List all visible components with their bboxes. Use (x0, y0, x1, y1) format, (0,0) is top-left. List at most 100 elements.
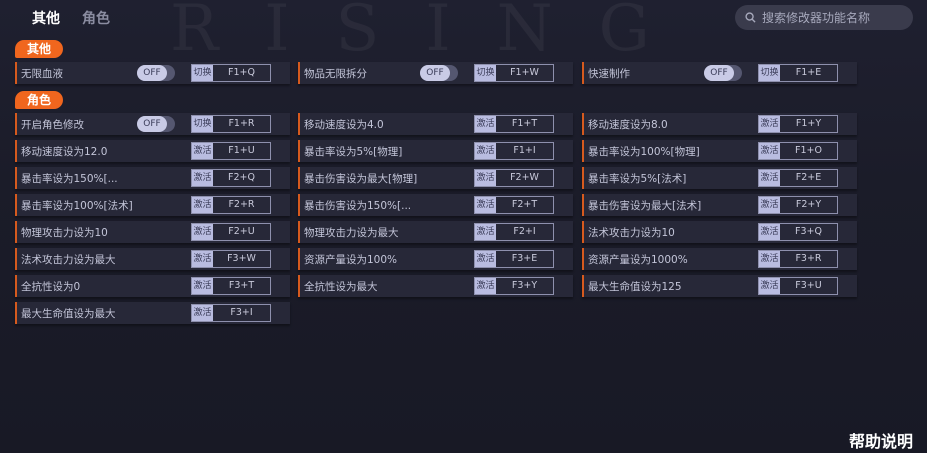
cheat-row: 暴击率设为100%[法术] 激活 F2+R (15, 194, 290, 216)
hotkey-box[interactable]: 激活 F3+W (191, 250, 271, 268)
hotkey-box[interactable]: 激活 F2+I (474, 223, 554, 241)
hotkey-box[interactable]: 激活 F3+T (191, 277, 271, 295)
cheat-row: 移动速度设为8.0 激活 F1+Y (582, 113, 857, 135)
cheat-name: 暴击率设为5%[物理] (304, 146, 403, 158)
hotkey-action-label: 激活 (759, 278, 780, 294)
cheat-row: 资源产量设为100% 激活 F3+E (298, 248, 573, 270)
hotkey-box[interactable]: 激活 F2+W (474, 169, 554, 187)
hotkey-box[interactable]: 激活 F2+T (474, 196, 554, 214)
cheat-row: 物理攻击力设为最大 激活 F2+I (298, 221, 573, 243)
search-input[interactable] (762, 10, 902, 25)
toggle-state: OFF (704, 65, 734, 81)
hotkey-box[interactable]: 激活 F2+E (758, 169, 838, 187)
hotkey-value: F2+W (510, 172, 539, 183)
tab-other[interactable]: 其他 (32, 11, 60, 27)
hotkey-box[interactable]: 激活 F1+U (191, 142, 271, 160)
cheat-row: 法术攻击力设为最大 激活 F3+W (15, 248, 290, 270)
hotkey-value: F1+Y (795, 118, 822, 129)
cheat-row: 快速制作 OFF 切换 F1+E (582, 62, 857, 84)
hotkey-value: F1+Q (228, 67, 255, 78)
hotkey-action-label: 激活 (192, 224, 213, 240)
cheat-name: 暴击伤害设为150%[... (304, 200, 412, 212)
cheat-name: 全抗性设为最大 (304, 281, 378, 293)
hotkey-box[interactable]: 激活 F1+T (474, 115, 554, 133)
hotkey-value: F3+Y (511, 280, 538, 291)
hotkey-action-label: 激活 (759, 170, 780, 186)
hotkey-box[interactable]: 激活 F3+R (758, 250, 838, 268)
hotkey-box[interactable]: 切换 F1+R (191, 115, 271, 133)
game-logo-watermark: RISING (170, 0, 696, 66)
help-button[interactable]: 帮助说明 (848, 432, 913, 451)
hotkey-box[interactable]: 切换 F1+E (758, 64, 838, 82)
cheat-name: 物理攻击力设为10 (21, 227, 108, 239)
hotkey-action-label: 激活 (759, 143, 780, 159)
cheat-row: 移动速度设为12.0 激活 F1+U (15, 140, 290, 162)
hotkey-value: F3+U (795, 280, 822, 291)
hotkey-box[interactable]: 切换 F1+W (474, 64, 554, 82)
hotkey-value: F1+T (511, 118, 538, 129)
cheat-row: 暴击伤害设为150%[... 激活 F2+T (298, 194, 573, 216)
hotkey-action-label: 激活 (475, 251, 496, 267)
tab-character[interactable]: 角色 (82, 11, 110, 27)
cheat-row: 暴击率设为150%[... 激活 F2+Q (15, 167, 290, 189)
hotkey-action-label: 激活 (475, 224, 496, 240)
cheat-row: 全抗性设为0 激活 F3+T (15, 275, 290, 297)
cheat-row: 暴击伤害设为最大[法术] 激活 F2+Y (582, 194, 857, 216)
hotkey-action-label: 激活 (192, 170, 213, 186)
hotkey-box[interactable]: 激活 F3+I (191, 304, 271, 322)
cheat-row: 暴击率设为5%[法术] 激活 F2+E (582, 167, 857, 189)
hotkey-box[interactable]: 激活 F3+Y (474, 277, 554, 295)
hotkey-action-label: 激活 (475, 278, 496, 294)
hotkey-action-label: 激活 (759, 116, 780, 132)
cheat-row: 法术攻击力设为10 激活 F3+Q (582, 221, 857, 243)
hotkey-box[interactable]: 激活 F2+R (191, 196, 271, 214)
hotkey-value: F3+I (230, 307, 253, 318)
cheat-row: 暴击伤害设为最大[物理] 激活 F2+W (298, 167, 573, 189)
cheat-row: 暴击率设为5%[物理] 激活 F1+I (298, 140, 573, 162)
cheat-row: 物理攻击力设为10 激活 F2+U (15, 221, 290, 243)
cheat-name: 暴击伤害设为最大[物理] (304, 173, 418, 185)
cheat-toggle[interactable]: OFF (137, 65, 175, 81)
cheat-row: 资源产量设为1000% 激活 F3+R (582, 248, 857, 270)
hotkey-value: F1+R (228, 118, 255, 129)
hotkey-action-label: 激活 (192, 197, 213, 213)
hotkey-value: F1+O (795, 145, 822, 156)
cheat-name: 最大生命值设为最大 (21, 308, 116, 320)
hotkey-box[interactable]: 激活 F3+E (474, 250, 554, 268)
cheat-toggle[interactable]: OFF (704, 65, 742, 81)
hotkey-action-label: 激活 (192, 143, 213, 159)
hotkey-box[interactable]: 激活 F1+Y (758, 115, 838, 133)
cheat-toggle[interactable]: OFF (420, 65, 458, 81)
toggle-state: OFF (137, 65, 167, 81)
hotkey-box[interactable]: 激活 F1+I (474, 142, 554, 160)
cheat-name: 暴击率设为100%[法术] (21, 200, 133, 212)
toggle-state: OFF (420, 65, 450, 81)
hotkey-action-label: 激活 (192, 305, 213, 321)
hotkey-box[interactable]: 激活 F2+U (191, 223, 271, 241)
hotkey-value: F2+Q (228, 172, 255, 183)
cheat-toggle[interactable]: OFF (137, 116, 175, 132)
search-box[interactable] (735, 5, 913, 30)
hotkey-box[interactable]: 激活 F3+Q (758, 223, 838, 241)
section-header: 角色 (15, 91, 64, 109)
search-icon (745, 12, 756, 23)
hotkey-action-label: 切换 (192, 65, 213, 81)
hotkey-action-label: 激活 (475, 197, 496, 213)
cheat-name: 移动速度设为4.0 (304, 119, 384, 131)
hotkey-value: F3+E (511, 253, 538, 264)
hotkey-box[interactable]: 激活 F1+O (758, 142, 838, 160)
hotkey-box[interactable]: 激活 F2+Q (191, 169, 271, 187)
cheat-name: 开启角色修改 (21, 119, 84, 131)
hotkey-action-label: 激活 (475, 143, 496, 159)
hotkey-box[interactable]: 激活 F2+Y (758, 196, 838, 214)
hotkey-action-label: 切换 (192, 116, 213, 132)
hotkey-box[interactable]: 激活 F3+U (758, 277, 838, 295)
cheat-name: 暴击率设为150%[... (21, 173, 118, 185)
hotkey-value: F2+E (795, 172, 822, 183)
hotkey-value: F3+Q (795, 226, 822, 237)
cheat-name: 法术攻击力设为最大 (21, 254, 116, 266)
hotkey-box[interactable]: 切换 F1+Q (191, 64, 271, 82)
cheat-name: 最大生命值设为125 (588, 281, 682, 293)
hotkey-value: F2+Y (795, 199, 822, 210)
hotkey-action-label: 切换 (759, 65, 780, 81)
